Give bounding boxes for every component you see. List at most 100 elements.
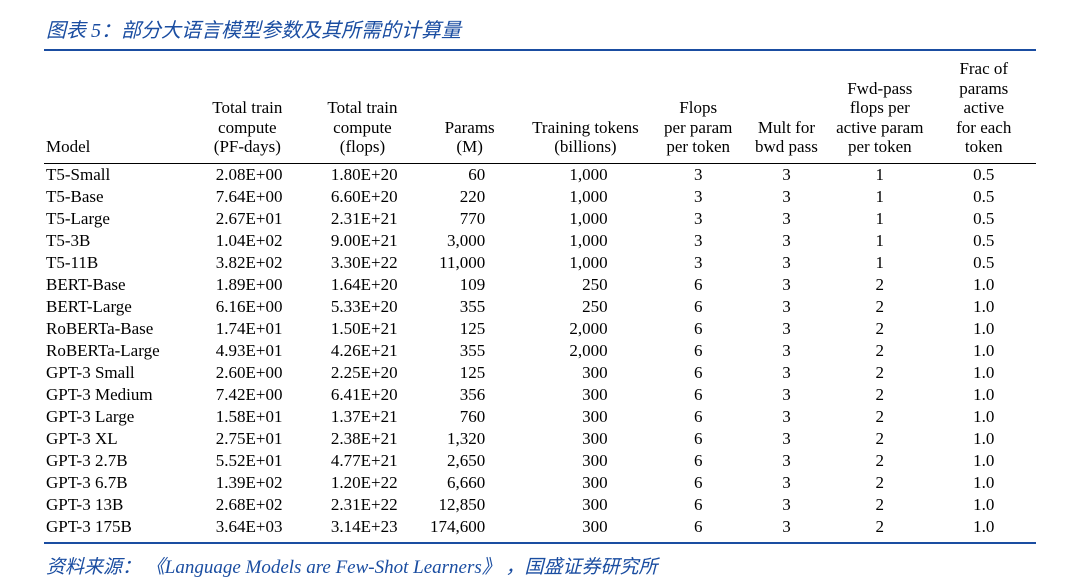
cell-fwd_flops_active: 2 bbox=[828, 384, 931, 406]
cell-flops_per_param_token: 6 bbox=[652, 516, 745, 538]
col-label: Params(M) bbox=[445, 118, 495, 157]
cell-mult_bwd: 3 bbox=[745, 384, 828, 406]
cell-pf_days: 6.16E+00 bbox=[190, 296, 305, 318]
cell-tokens_b: 300 bbox=[519, 362, 651, 384]
cell-pf_days: 1.74E+01 bbox=[190, 318, 305, 340]
cell-flops: 9.00E+21 bbox=[305, 230, 420, 252]
cell-params_m: 3,000 bbox=[420, 230, 519, 252]
source-prefix: 资料来源： bbox=[46, 557, 141, 578]
cell-flops_per_param_token: 6 bbox=[652, 472, 745, 494]
cell-frac_active: 0.5 bbox=[932, 208, 1036, 230]
cell-frac_active: 1.0 bbox=[932, 428, 1036, 450]
table-row: T5-Base7.64E+006.60E+202201,0003310.5 bbox=[44, 186, 1036, 208]
cell-params_m: 125 bbox=[420, 318, 519, 340]
cell-frac_active: 0.5 bbox=[932, 186, 1036, 208]
col-label: Flopsper paramper token bbox=[664, 98, 732, 156]
cell-mult_bwd: 3 bbox=[745, 428, 828, 450]
cell-mult_bwd: 3 bbox=[745, 252, 828, 274]
cell-flops: 2.31E+22 bbox=[305, 494, 420, 516]
cell-flops_per_param_token: 6 bbox=[652, 318, 745, 340]
cell-frac_active: 1.0 bbox=[932, 406, 1036, 428]
cell-flops: 3.14E+23 bbox=[305, 516, 420, 538]
cell-flops: 1.64E+20 bbox=[305, 274, 420, 296]
cell-fwd_flops_active: 1 bbox=[828, 208, 931, 230]
cell-params_m: 2,650 bbox=[420, 450, 519, 472]
col-label: Fwd-passflops peractive paramper token bbox=[836, 79, 923, 157]
cell-flops: 6.60E+20 bbox=[305, 186, 420, 208]
cell-mult_bwd: 3 bbox=[745, 274, 828, 296]
table-row: BERT-Base1.89E+001.64E+201092506321.0 bbox=[44, 274, 1036, 296]
table-row: T5-11B3.82E+023.30E+2211,0001,0003310.5 bbox=[44, 252, 1036, 274]
cell-params_m: 355 bbox=[420, 296, 519, 318]
cell-model: GPT-3 13B bbox=[44, 494, 190, 516]
col-pf-days: Total traincompute(PF-days) bbox=[190, 57, 305, 163]
table-row: GPT-3 Medium7.42E+006.41E+203563006321.0 bbox=[44, 384, 1036, 406]
cell-flops: 1.80E+20 bbox=[305, 163, 420, 186]
cell-fwd_flops_active: 2 bbox=[828, 340, 931, 362]
cell-model: T5-11B bbox=[44, 252, 190, 274]
cell-tokens_b: 250 bbox=[519, 274, 651, 296]
cell-fwd_flops_active: 1 bbox=[828, 252, 931, 274]
cell-tokens_b: 250 bbox=[519, 296, 651, 318]
cell-frac_active: 0.5 bbox=[932, 163, 1036, 186]
cell-fwd_flops_active: 2 bbox=[828, 428, 931, 450]
source-line: 资料来源： 《Language Models are Few-Shot Lear… bbox=[46, 552, 1036, 579]
table-header: Model Total traincompute(PF-days) Total … bbox=[44, 57, 1036, 163]
cell-flops_per_param_token: 6 bbox=[652, 296, 745, 318]
col-label: Mult forbwd pass bbox=[755, 118, 818, 157]
cell-tokens_b: 1,000 bbox=[519, 163, 651, 186]
cell-pf_days: 7.64E+00 bbox=[190, 186, 305, 208]
cell-tokens_b: 300 bbox=[519, 494, 651, 516]
cell-frac_active: 1.0 bbox=[932, 384, 1036, 406]
table-row: T5-Small2.08E+001.80E+20601,0003310.5 bbox=[44, 163, 1036, 186]
cell-frac_active: 1.0 bbox=[932, 516, 1036, 538]
table-row: GPT-3 XL2.75E+012.38E+211,3203006321.0 bbox=[44, 428, 1036, 450]
cell-pf_days: 3.64E+03 bbox=[190, 516, 305, 538]
cell-mult_bwd: 3 bbox=[745, 163, 828, 186]
cell-params_m: 125 bbox=[420, 362, 519, 384]
col-label: Model bbox=[46, 137, 90, 156]
cell-model: GPT-3 2.7B bbox=[44, 450, 190, 472]
table-row: GPT-3 Small2.60E+002.25E+201253006321.0 bbox=[44, 362, 1036, 384]
cell-tokens_b: 300 bbox=[519, 516, 651, 538]
table-row: GPT-3 13B2.68E+022.31E+2212,8503006321.0 bbox=[44, 494, 1036, 516]
cell-flops: 4.26E+21 bbox=[305, 340, 420, 362]
cell-flops_per_param_token: 6 bbox=[652, 362, 745, 384]
cell-params_m: 355 bbox=[420, 340, 519, 362]
cell-flops: 6.41E+20 bbox=[305, 384, 420, 406]
cell-params_m: 60 bbox=[420, 163, 519, 186]
col-flops: Total traincompute(flops) bbox=[305, 57, 420, 163]
cell-model: BERT-Base bbox=[44, 274, 190, 296]
cell-frac_active: 1.0 bbox=[932, 494, 1036, 516]
cell-model: GPT-3 Large bbox=[44, 406, 190, 428]
cell-tokens_b: 300 bbox=[519, 384, 651, 406]
cell-flops_per_param_token: 3 bbox=[652, 208, 745, 230]
cell-flops_per_param_token: 3 bbox=[652, 186, 745, 208]
col-fppt: Flopsper paramper token bbox=[652, 57, 745, 163]
col-mult-bwd: Mult forbwd pass bbox=[745, 57, 828, 163]
cell-params_m: 12,850 bbox=[420, 494, 519, 516]
cell-mult_bwd: 3 bbox=[745, 450, 828, 472]
cell-frac_active: 1.0 bbox=[932, 340, 1036, 362]
cell-flops: 2.31E+21 bbox=[305, 208, 420, 230]
cell-mult_bwd: 3 bbox=[745, 230, 828, 252]
cell-mult_bwd: 3 bbox=[745, 208, 828, 230]
cell-frac_active: 1.0 bbox=[932, 472, 1036, 494]
cell-model: T5-Base bbox=[44, 186, 190, 208]
cell-pf_days: 7.42E+00 bbox=[190, 384, 305, 406]
cell-fwd_flops_active: 2 bbox=[828, 296, 931, 318]
cell-model: T5-Large bbox=[44, 208, 190, 230]
cell-mult_bwd: 3 bbox=[745, 318, 828, 340]
cell-flops_per_param_token: 6 bbox=[652, 340, 745, 362]
cell-fwd_flops_active: 2 bbox=[828, 450, 931, 472]
cell-pf_days: 2.68E+02 bbox=[190, 494, 305, 516]
cell-flops_per_param_token: 6 bbox=[652, 406, 745, 428]
cell-flops: 3.30E+22 bbox=[305, 252, 420, 274]
col-params: Params(M) bbox=[420, 57, 519, 163]
table-row: RoBERTa-Large4.93E+014.26E+213552,000632… bbox=[44, 340, 1036, 362]
col-tokens: Training tokens(billions) bbox=[519, 57, 651, 163]
cell-tokens_b: 300 bbox=[519, 450, 651, 472]
cell-model: RoBERTa-Large bbox=[44, 340, 190, 362]
cell-frac_active: 0.5 bbox=[932, 230, 1036, 252]
cell-params_m: 6,660 bbox=[420, 472, 519, 494]
